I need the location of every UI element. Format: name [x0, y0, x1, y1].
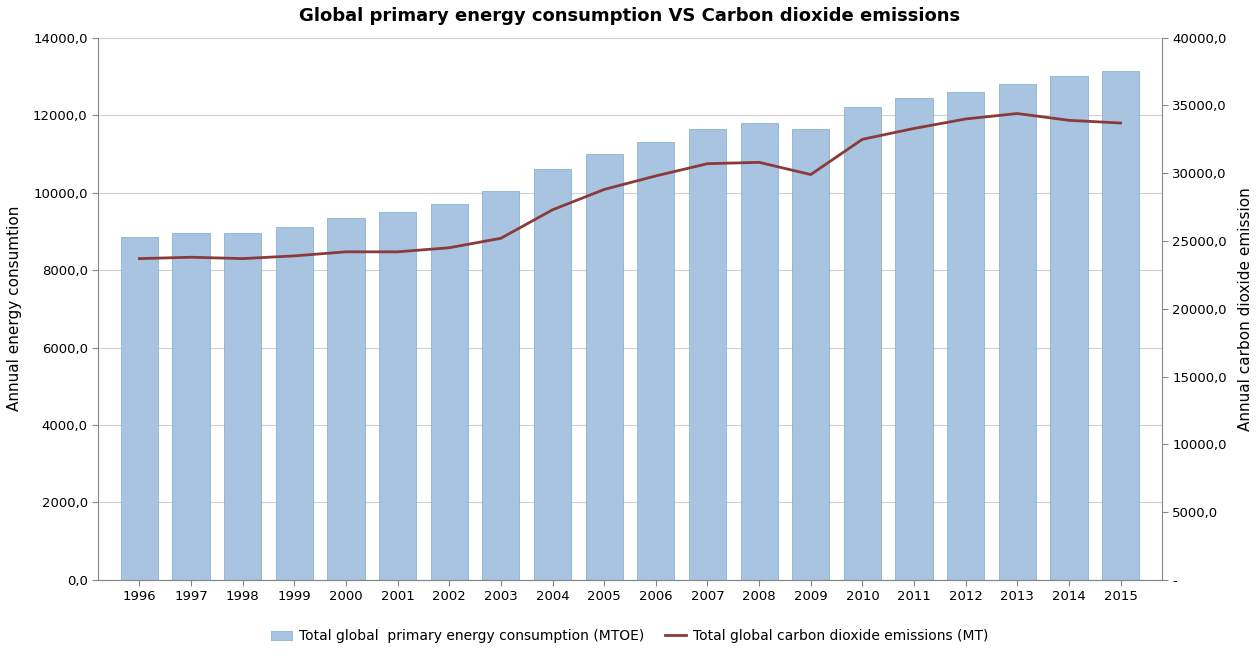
- Bar: [276, 227, 312, 580]
- Bar: [483, 190, 519, 580]
- Title: Global primary energy consumption VS Carbon dioxide emissions: Global primary energy consumption VS Car…: [300, 7, 960, 25]
- Bar: [741, 123, 777, 580]
- Bar: [173, 233, 209, 580]
- Bar: [121, 237, 158, 580]
- Bar: [844, 107, 881, 580]
- Bar: [431, 204, 467, 580]
- Bar: [1102, 71, 1139, 580]
- Y-axis label: Annual energy consumtion: Annual energy consumtion: [8, 206, 21, 411]
- Bar: [586, 154, 622, 580]
- Bar: [224, 233, 261, 580]
- Bar: [534, 169, 571, 580]
- Bar: [328, 217, 364, 580]
- Bar: [638, 142, 674, 580]
- Bar: [793, 129, 829, 580]
- Bar: [896, 98, 932, 580]
- Bar: [948, 92, 984, 580]
- Y-axis label: Annual carbon dioxide emission: Annual carbon dioxide emission: [1239, 187, 1252, 430]
- Legend: Total global  primary energy consumption (MTOE), Total global carbon dioxide emi: Total global primary energy consumption …: [266, 624, 994, 649]
- Bar: [689, 129, 726, 580]
- Bar: [999, 84, 1036, 580]
- Bar: [1051, 76, 1087, 580]
- Bar: [379, 212, 416, 580]
